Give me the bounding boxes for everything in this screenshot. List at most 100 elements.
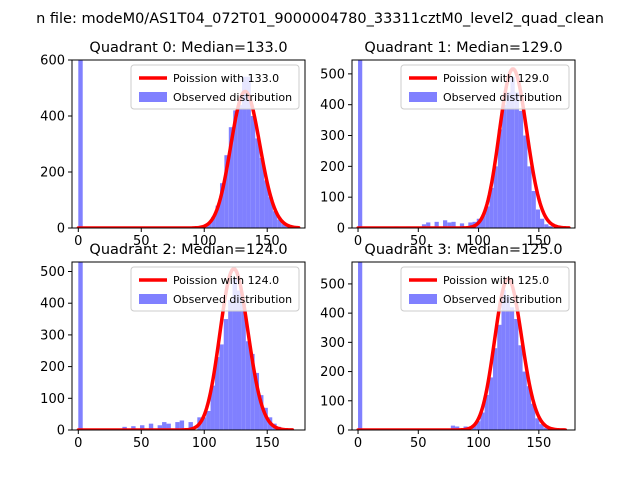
subplot-quadrant-2: 0 50 100 150 0 100 200 300 400 500 Quadrant 2: Med… — [40, 242, 306, 451]
histogram-bar — [179, 420, 185, 430]
x-tick-label: 100 — [466, 234, 491, 249]
histogram-bar — [523, 135, 528, 228]
histogram-bar — [224, 155, 229, 228]
histogram-bar — [236, 290, 242, 430]
histogram-bar — [250, 353, 255, 430]
legend-label-poisson: Poission with 133.0 — [173, 72, 279, 85]
histogram-bar — [214, 357, 220, 430]
x-tick-label: 150 — [255, 234, 280, 249]
histogram-bar — [241, 303, 246, 430]
subplot-quadrant-3: 0 50 100 150 0 100 200 300 400 500 Quadrant 3: Med… — [320, 242, 576, 451]
histogram-bar — [476, 421, 481, 430]
histogram-bar — [421, 224, 427, 228]
y-tick-label: 200 — [40, 360, 65, 375]
histogram-bar — [535, 209, 541, 228]
y-tick-label: 500 — [40, 265, 65, 280]
histogram-bar — [518, 110, 524, 228]
histogram-bar — [358, 262, 363, 430]
histogram-bar — [281, 224, 287, 228]
histogram-bar — [148, 423, 154, 430]
histogram-bar — [246, 76, 251, 228]
histogram-bar — [201, 417, 207, 430]
histogram-bar — [527, 166, 532, 228]
histogram-bar — [493, 166, 498, 228]
histogram-bar — [223, 319, 229, 430]
legend: Poission with 124.0 Observed distribution — [130, 266, 300, 312]
subplot-title: Quadrant 3: Median=125.0 — [364, 242, 562, 258]
histogram-bar — [157, 425, 163, 430]
histogram-bar — [245, 341, 251, 430]
legend-label-observed: Observed distribution — [443, 293, 562, 306]
y-tick-label: 0 — [337, 424, 345, 439]
histogram-bar — [468, 222, 473, 228]
y-tick-label: 0 — [337, 222, 345, 237]
histogram-bar — [497, 129, 503, 228]
histogram-bar — [219, 183, 225, 228]
histogram-bar — [443, 220, 448, 228]
x-tick-label: 100 — [192, 234, 217, 249]
x-tick-label: 100 — [192, 436, 217, 451]
legend-observed-swatch — [139, 294, 167, 304]
histogram-bar — [166, 423, 171, 430]
y-tick-label: 200 — [40, 166, 65, 181]
histogram-bar — [259, 158, 265, 228]
y-tick-label: 400 — [320, 307, 345, 322]
y-tick-label: 100 — [320, 191, 345, 206]
histogram-bar — [219, 344, 224, 430]
histogram-bar — [358, 60, 363, 228]
histogram-bar — [228, 300, 233, 430]
y-tick-label: 600 — [40, 54, 65, 69]
histogram-bar — [268, 197, 273, 228]
y-tick-label: 0 — [57, 222, 65, 237]
legend: Poission with 133.0 Observed distribution — [130, 64, 300, 110]
histogram-bar — [506, 92, 511, 228]
x-tick-label: 0 — [354, 436, 362, 451]
histogram-bar — [426, 222, 431, 228]
histogram-bar — [484, 394, 489, 430]
figure-title: n file: modeM0/AS1T04_072T01_9000004780_… — [36, 11, 604, 27]
histogram-bar — [254, 372, 260, 430]
histogram-bar — [489, 187, 494, 228]
y-tick-label: 200 — [320, 365, 345, 380]
histogram-bar — [228, 127, 234, 228]
histogram-bar — [233, 110, 238, 228]
histogram-bar — [471, 425, 477, 430]
legend-box — [130, 64, 300, 110]
x-tick-label: 150 — [255, 436, 280, 451]
y-tick-label: 400 — [40, 297, 65, 312]
histogram-bar — [131, 426, 136, 430]
y-tick-label: 300 — [320, 129, 345, 144]
histogram-bar — [450, 425, 456, 430]
subplot-quadrant-1: 0 50 100 150 0 100 200 300 400 500 Quadrant 1: Med… — [320, 40, 576, 249]
x-tick-label: 0 — [354, 234, 362, 249]
y-tick-label: 500 — [320, 67, 345, 82]
histogram-bar — [434, 221, 439, 228]
x-tick-label: 150 — [526, 436, 551, 451]
histogram-bar — [501, 289, 506, 430]
histogram-bar — [451, 221, 456, 228]
histogram-bar — [514, 318, 519, 430]
histogram-bar — [526, 386, 531, 430]
y-tick-label: 100 — [320, 394, 345, 409]
legend-label-poisson: Poission with 124.0 — [173, 274, 279, 287]
x-tick-label: 50 — [410, 234, 427, 249]
legend-label-observed: Observed distribution — [173, 293, 292, 306]
y-tick-label: 100 — [40, 392, 65, 407]
subplot-title: Quadrant 1: Median=129.0 — [364, 40, 562, 56]
legend-label-observed: Observed distribution — [443, 91, 562, 104]
histogram-bar — [493, 348, 498, 430]
legend-box — [400, 266, 570, 312]
histogram-bar — [480, 215, 486, 228]
histogram-bar — [242, 76, 247, 228]
x-tick-label: 100 — [466, 436, 491, 451]
legend-label-poisson: Poission with 125.0 — [443, 274, 549, 287]
legend: Poission with 129.0 Observed distribution — [400, 64, 570, 110]
subplot-quadrant-0: 0 50 100 150 0 200 400 600 Quadrant 0: Median=13… — [40, 40, 306, 249]
histogram-bar — [140, 425, 145, 430]
histogram-bar — [210, 385, 215, 430]
histogram-bar — [548, 226, 553, 228]
histogram-bar — [459, 223, 465, 228]
histogram-bar — [543, 427, 548, 430]
x-tick-label: 50 — [133, 436, 150, 451]
axes-frame — [71, 59, 306, 229]
